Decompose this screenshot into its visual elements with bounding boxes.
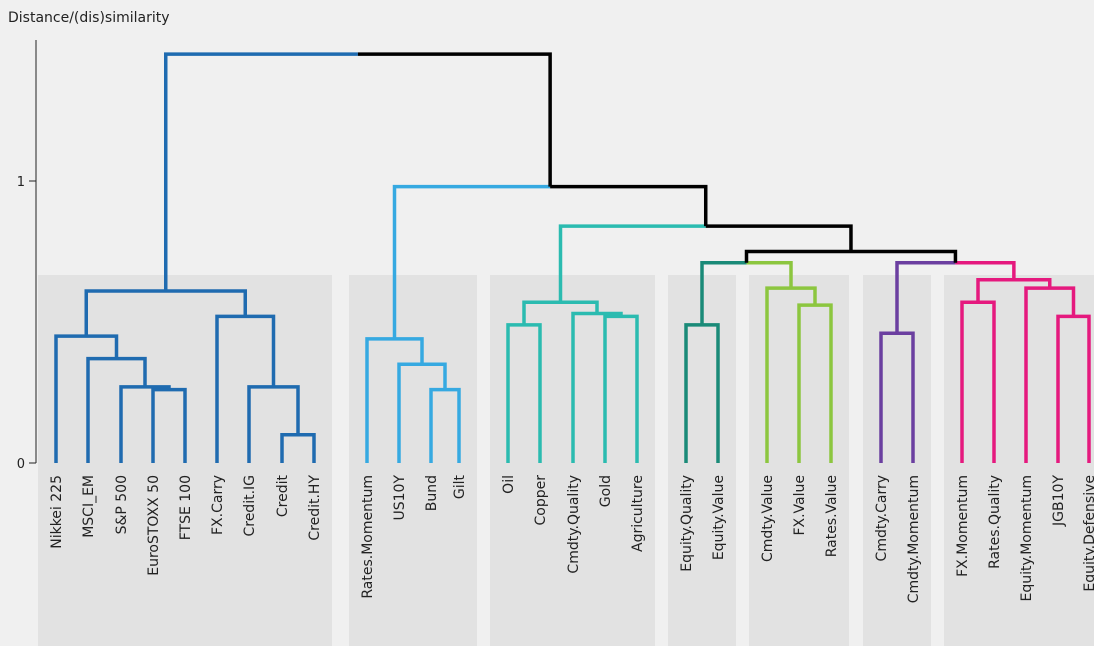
leaf-label: Oil <box>501 475 517 494</box>
link-m27-right <box>705 224 853 252</box>
leaf-label: FX.Carry <box>210 475 226 535</box>
link-m25-right <box>955 261 1016 280</box>
leaf-label: Cmdty.Value <box>760 475 776 562</box>
leaf-label: JGB10Y <box>1051 475 1067 527</box>
leaf-label: Credit.HY <box>307 475 323 541</box>
leaf-label: EuroSTOXX 50 <box>146 475 162 576</box>
leaf-label: Copper <box>533 475 549 526</box>
y-tick-label-0: 0 <box>17 457 25 472</box>
leaf-label: Equity.Quality <box>679 475 695 572</box>
leaf-label: Cmdty.Momentum <box>906 475 922 603</box>
link-m19-left <box>700 261 747 325</box>
leaf-label: Bund <box>424 475 440 511</box>
leaf-label: S&P 500 <box>114 475 130 534</box>
leaf-label: Cmdty.Carry <box>874 475 890 561</box>
leaf-label: Credit <box>275 474 291 517</box>
y-axis: Distance/(dis)similarity 0 1 <box>8 10 170 472</box>
link-m25-left <box>895 261 956 334</box>
dendrogram-links <box>54 52 1091 463</box>
link-m28-left <box>392 184 551 339</box>
leaf-label: Agriculture <box>630 475 646 552</box>
link-m29-left <box>164 52 358 291</box>
cluster-band-4 <box>668 275 736 646</box>
link-m28-right <box>550 184 708 227</box>
cluster-band-7 <box>944 275 1094 646</box>
leaf-label: Equity.Momentum <box>1019 475 1035 602</box>
cluster-bands <box>38 275 1094 646</box>
leaf-label: Gold <box>598 475 614 507</box>
leaf-label: Cmdty.Quality <box>566 475 582 574</box>
leaf-label: US10Y <box>392 475 408 521</box>
link-m27-left <box>558 224 706 303</box>
leaf-label: FX.Momentum <box>955 475 971 577</box>
cluster-band-6 <box>863 275 931 646</box>
leaf-label: MSCI_EM <box>81 475 97 538</box>
leaf-label: Nikkei 225 <box>49 475 65 549</box>
leaf-label: FX.Value <box>792 475 808 536</box>
link-m19-right <box>746 261 793 289</box>
y-tick-label-1: 1 <box>17 175 25 190</box>
leaf-label: Rates.Quality <box>987 475 1003 569</box>
y-axis-title: Distance/(dis)similarity <box>8 10 170 26</box>
leaf-label: Equity.Value <box>711 475 727 560</box>
leaf-label: FTSE 100 <box>178 475 194 540</box>
link-m29-right <box>357 52 552 187</box>
leaf-label: Credit.IG <box>242 475 258 537</box>
leaf-label: Rates.Momentum <box>360 475 376 599</box>
leaf-label: Rates.Value <box>824 475 840 557</box>
leaf-labels: Nikkei 225 MSCI_EM S&P 500 EuroSTOXX 50 FTSE… <box>49 474 1094 603</box>
leaf-label: Gilt <box>452 474 468 499</box>
leaf-label: Equity.Defensive <box>1082 475 1094 592</box>
cluster-band-2 <box>349 275 477 646</box>
